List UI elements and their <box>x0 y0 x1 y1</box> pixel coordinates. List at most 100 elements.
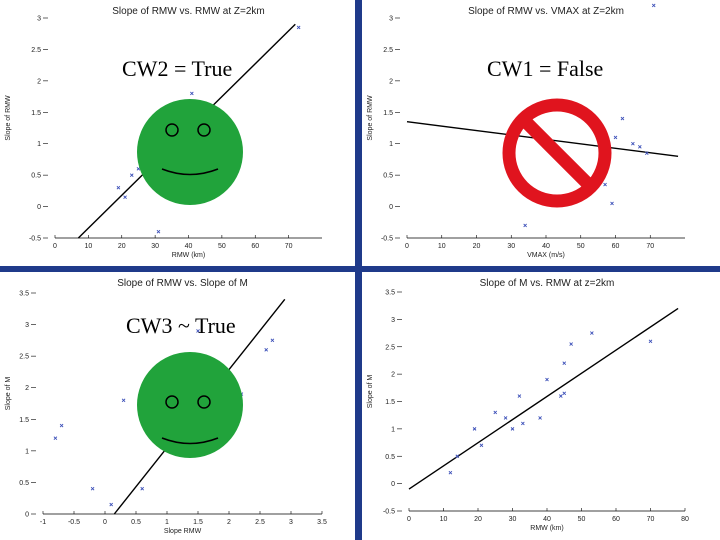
x-axis-label: Slope RMW <box>164 528 202 535</box>
x-tick-label: -0.5 <box>68 519 80 526</box>
x-tick-label: 1.5 <box>193 519 203 526</box>
data-point <box>558 394 563 398</box>
x-tick-label: 30 <box>151 243 159 250</box>
y-tick-label: 0 <box>25 512 29 519</box>
data-point <box>264 348 269 352</box>
prohibition-sign-icon <box>502 98 612 208</box>
data-point <box>472 427 477 431</box>
x-tick-label: 50 <box>578 516 586 523</box>
verdict-label-cw3: CW3 ~ True <box>126 313 236 338</box>
y-tick-label: 2 <box>389 78 393 85</box>
x-tick-label: 10 <box>84 243 92 250</box>
chart-title: Slope of RMW vs. RMW at Z=2km <box>112 6 265 17</box>
y-tick-label: 0 <box>37 204 41 211</box>
data-point <box>644 151 649 155</box>
data-point <box>116 185 121 190</box>
y-tick-label: 3 <box>37 16 41 23</box>
x-tick-label: 70 <box>646 243 654 250</box>
data-point <box>196 329 200 333</box>
data-point <box>545 377 549 382</box>
x-axis-label: RMW (km) <box>530 525 563 532</box>
data-point <box>620 116 625 121</box>
x-tick-label: 10 <box>438 243 446 250</box>
y-tick-label: 0 <box>391 481 395 488</box>
smiley-face-icon <box>137 352 243 458</box>
x-tick-label: 2 <box>227 519 231 526</box>
chart-panel-rmw-slope-vs-m-slope: Slope of RMW vs. Slope of M -1 -0.5 0 0.5 1 1.… <box>0 272 355 540</box>
horizontal-divider <box>0 266 720 272</box>
y-axis-label: Slope of M <box>5 377 12 411</box>
y-tick-label: 2.5 <box>31 47 41 54</box>
data-point <box>121 398 126 403</box>
data-point <box>648 339 653 344</box>
chart-2: Slope of RMW vs. Slope of M -1 -0.5 0 0.5 1 1.… <box>5 278 327 535</box>
data-point <box>631 141 635 146</box>
x-tick-label: 0 <box>405 243 409 250</box>
data-point <box>603 182 607 187</box>
y-tick-label: 2 <box>391 372 395 379</box>
y-tick-label: 2 <box>25 385 29 392</box>
chart-panel-rmw-slope-vs-vmax: Slope of RMW vs. VMAX at Z=2km 0 10 20 30 40 5… <box>362 0 720 266</box>
data-point <box>503 416 508 420</box>
data-point <box>270 338 275 343</box>
data-point <box>90 486 95 491</box>
data-point <box>190 91 194 96</box>
x-tick-label: 3 <box>289 519 293 526</box>
x-tick-label: 0 <box>53 243 57 250</box>
smiley-face-icon <box>137 99 243 205</box>
verdict-label-cw2: CW2 = True <box>122 56 233 81</box>
x-tick-label: 70 <box>647 516 655 523</box>
y-tick-label: 3 <box>389 16 393 23</box>
x-tick-label: 0 <box>407 516 411 523</box>
x-tick-label: 60 <box>612 516 620 523</box>
y-tick-label: 0 <box>389 204 393 211</box>
x-tick-label: 40 <box>542 243 550 250</box>
y-tick-label: 1.5 <box>19 417 29 424</box>
x-tick-label: 40 <box>185 243 193 250</box>
verdict-label-cw1: CW1 = False <box>487 56 604 81</box>
chart-title: Slope of RMW vs. Slope of M <box>117 278 248 289</box>
y-axis-label: Slope of M <box>367 375 374 409</box>
y-tick-label: 2 <box>37 78 41 85</box>
x-axis-label: RMW (km) <box>172 252 205 259</box>
data-point <box>123 195 127 199</box>
data-point <box>140 486 145 491</box>
data-point <box>109 502 114 507</box>
y-axis-label: Slope of RMW <box>5 95 12 141</box>
x-tick-label: 50 <box>577 243 585 250</box>
data-point <box>610 201 614 206</box>
data-point <box>59 423 64 428</box>
y-tick-label: 1 <box>391 426 395 433</box>
data-point <box>590 331 594 335</box>
chart-title: Slope of RMW vs. VMAX at Z=2km <box>468 6 624 17</box>
data-point <box>521 421 525 426</box>
y-tick-label: 0.5 <box>31 173 41 180</box>
x-tick-label: 40 <box>543 516 551 523</box>
data-point <box>517 394 522 398</box>
y-tick-label: 1.5 <box>31 110 41 117</box>
x-tick-label: -1 <box>40 519 46 526</box>
x-axis-label: VMAX (m/s) <box>527 252 565 259</box>
x-tick-label: 2.5 <box>255 519 265 526</box>
x-tick-label: 20 <box>473 243 481 250</box>
y-tick-label: 0.5 <box>385 454 395 461</box>
data-point <box>455 454 460 459</box>
y-tick-label: 1 <box>25 448 29 455</box>
x-tick-label: 0.5 <box>131 519 141 526</box>
y-tick-label: 0.5 <box>19 480 29 487</box>
x-tick-label: 60 <box>251 243 259 250</box>
data-point <box>651 3 656 8</box>
y-tick-label: 0.5 <box>383 173 393 180</box>
x-tick-label: 0 <box>103 519 107 526</box>
x-tick-label: 20 <box>118 243 126 250</box>
chart-panel-m-slope-vs-rmw: Slope of M vs. RMW at z=2km 0 10 20 30 40 50 60… <box>362 272 720 540</box>
y-tick-label: 2.5 <box>383 47 393 54</box>
y-tick-label: -0.5 <box>383 509 395 516</box>
y-tick-label: 3 <box>391 317 395 324</box>
data-point <box>569 342 573 346</box>
x-tick-label: 1 <box>165 519 169 526</box>
x-tick-label: 50 <box>218 243 226 250</box>
y-tick-label: 1 <box>37 141 41 148</box>
data-point <box>448 470 453 475</box>
data-point <box>479 443 484 448</box>
